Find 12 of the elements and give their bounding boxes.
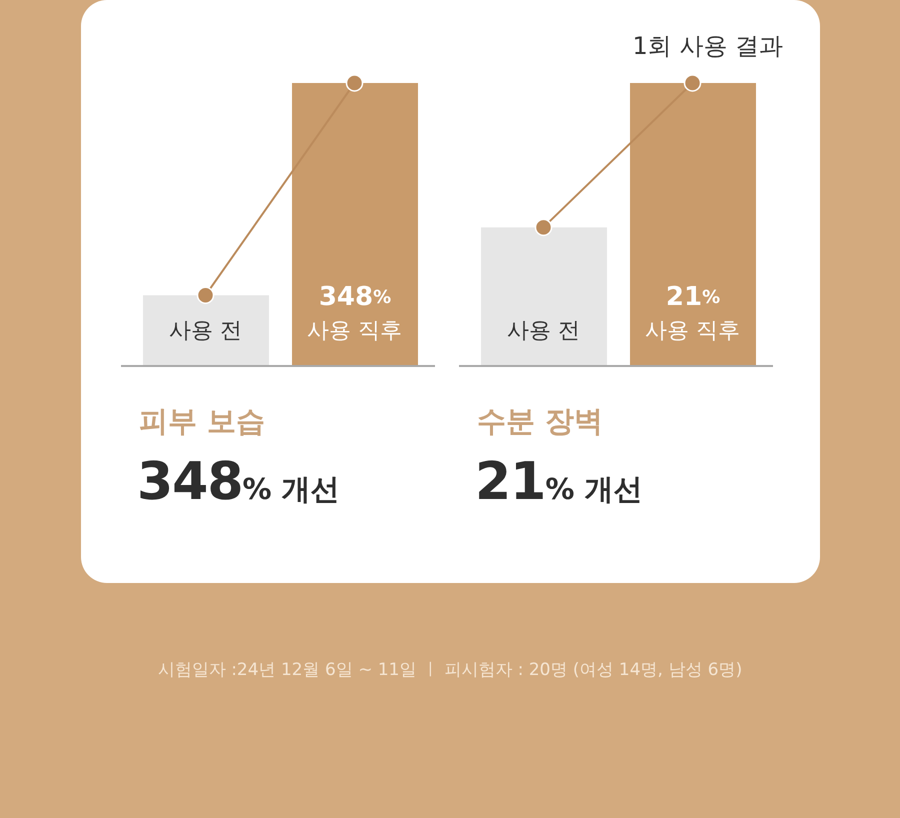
annotation: 348% bbox=[318, 282, 392, 312]
text: 시험일자 :24년 12월 6일 ~ 11일 ㅣ 피시험자 : 20명 (여성 14명, 남성 6명) bbox=[158, 659, 742, 681]
x-tick-label: 사용 전 bbox=[169, 318, 242, 344]
text: 수분 장벽 bbox=[477, 403, 604, 439]
x-tick-label: 사용 직후 bbox=[307, 318, 402, 344]
x-tick-label: 사용 전 bbox=[507, 318, 580, 344]
text: 348% 개선 bbox=[137, 452, 340, 512]
text: 피부 보습 bbox=[139, 403, 266, 439]
text: 21% 개선 bbox=[475, 452, 643, 512]
x-tick-label: 사용 직후 bbox=[645, 318, 740, 344]
text: 1회 사용 결과 bbox=[632, 31, 783, 62]
annotation: 21% bbox=[666, 282, 720, 312]
